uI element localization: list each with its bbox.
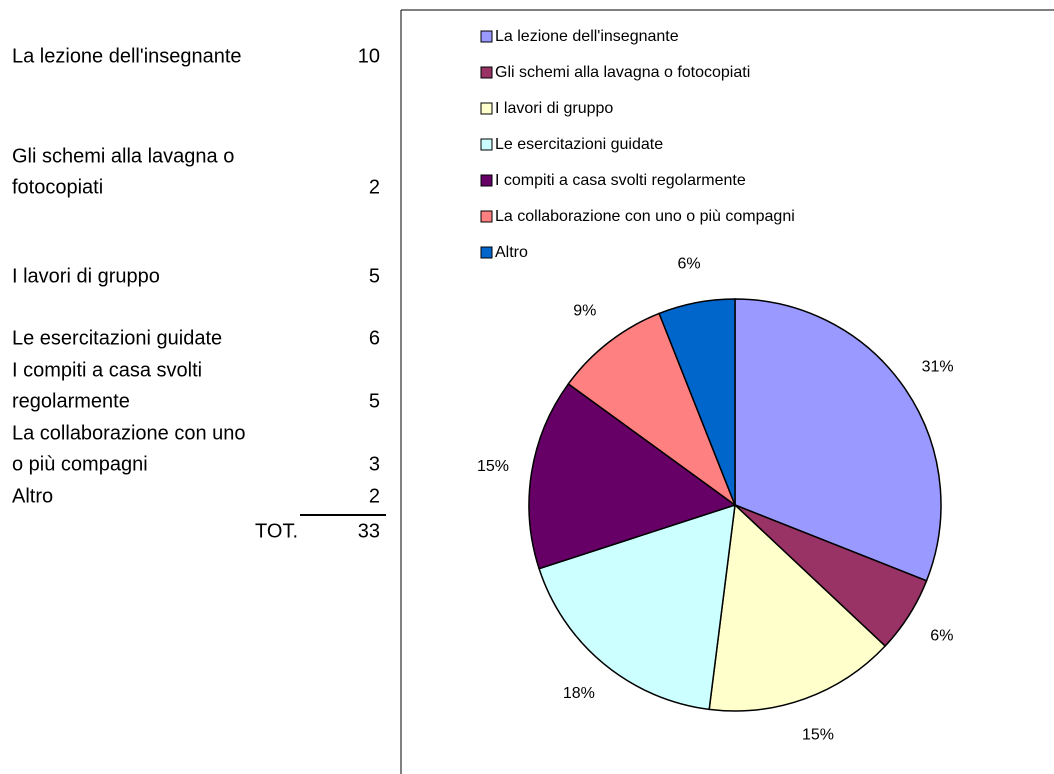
legend-label: Altro xyxy=(495,244,528,261)
data-label: 15% xyxy=(802,727,834,744)
pie-slice xyxy=(734,298,942,582)
data-label: 31% xyxy=(922,359,954,376)
row-label: I lavori di gruppo xyxy=(12,265,160,287)
row-label: La lezione dell'insegnante xyxy=(12,45,242,67)
row-label: regolarmente xyxy=(12,390,130,412)
legend-label: La lezione dell'insegnante xyxy=(495,28,679,45)
row-value: 10 xyxy=(358,45,380,67)
row-label: I compiti a casa svolti xyxy=(12,359,202,381)
row-value: 6 xyxy=(369,327,380,349)
pie-slice xyxy=(567,312,737,508)
row-label: Le esercitazioni guidate xyxy=(12,327,222,349)
pie-slice xyxy=(528,382,737,570)
data-label: 9% xyxy=(573,303,596,320)
row-value: 2 xyxy=(369,485,380,507)
legend-swatch xyxy=(480,138,493,151)
pie-slice xyxy=(708,503,887,712)
legend-swatch xyxy=(480,174,493,187)
row-value: 5 xyxy=(369,390,380,412)
legend-label: Gli schemi alla lavagna o fotocopiati xyxy=(495,64,750,81)
legend-label: La collaborazione con uno o più compagni xyxy=(495,208,795,225)
row-label: o più compagni xyxy=(12,453,148,475)
data-label: 15% xyxy=(477,458,509,475)
total-value: 33 xyxy=(358,520,380,542)
total-label: TOT. xyxy=(255,520,298,542)
pie-slice xyxy=(658,298,736,506)
data-label: 6% xyxy=(930,627,953,644)
pie-slice xyxy=(538,503,736,711)
data-label: 6% xyxy=(678,256,701,273)
legend-swatch xyxy=(480,210,493,223)
legend-swatch xyxy=(480,102,493,115)
row-label: fotocopiati xyxy=(12,176,103,198)
row-value: 3 xyxy=(369,453,380,475)
row-value: 2 xyxy=(369,176,380,198)
row-label: Gli schemi alla lavagna o xyxy=(12,145,234,167)
data-label: 18% xyxy=(563,685,595,702)
row-value: 5 xyxy=(369,265,380,287)
legend-swatch xyxy=(480,246,493,259)
row-label: Altro xyxy=(12,485,53,507)
legend-label: Le esercitazioni guidate xyxy=(495,136,663,153)
legend-swatch xyxy=(480,30,493,43)
row-label: La collaborazione con uno xyxy=(12,422,246,444)
legend-label: I lavori di gruppo xyxy=(495,100,613,117)
legend-label: I compiti a casa svolti regolarmente xyxy=(495,172,746,189)
legend-swatch xyxy=(480,66,493,79)
